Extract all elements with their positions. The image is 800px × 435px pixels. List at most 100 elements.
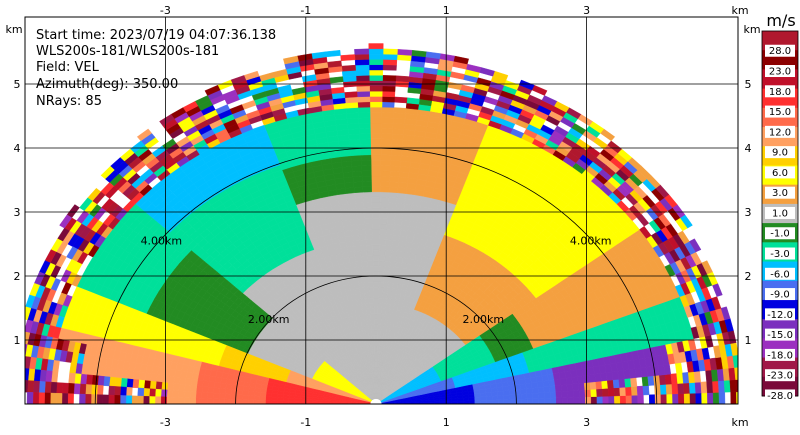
velocity-cell <box>368 43 384 49</box>
velocity-cell <box>520 388 528 395</box>
velocity-cell <box>395 75 410 83</box>
velocity-cell <box>391 133 404 141</box>
velocity-cell <box>694 381 702 394</box>
velocity-cell <box>735 379 738 393</box>
velocity-cell <box>368 59 384 65</box>
velocity-cell <box>624 377 632 388</box>
velocity-cell <box>571 376 579 385</box>
velocity-cell <box>542 380 550 388</box>
velocity-cell <box>601 380 609 389</box>
velocity-cell <box>373 287 379 293</box>
velocity-cell <box>618 378 626 388</box>
velocity-cell <box>360 154 372 161</box>
velocity-cell <box>372 249 380 256</box>
velocity-cell <box>550 397 557 404</box>
velocity-cell <box>689 392 697 404</box>
velocity-cell <box>449 71 465 80</box>
velocity-cell <box>538 398 545 404</box>
velocity-cell <box>386 229 394 236</box>
velocity-cell <box>393 218 403 226</box>
velocity-cell <box>619 386 627 397</box>
velocity-cell <box>520 393 528 400</box>
velocity-cell <box>372 244 380 251</box>
velocity-cell <box>350 229 360 236</box>
velocity-cell <box>379 223 388 230</box>
velocity-cell <box>526 398 534 404</box>
velocity-cell <box>380 170 391 177</box>
velocity-cell <box>693 370 702 383</box>
velocity-cell <box>376 350 380 357</box>
velocity-cell <box>330 86 345 94</box>
velocity-cell <box>566 383 574 392</box>
velocity-cell <box>350 154 362 162</box>
velocity-cell <box>363 207 373 214</box>
velocity-cell <box>671 383 679 395</box>
velocity-cell <box>345 101 359 109</box>
velocity-cell <box>502 390 510 396</box>
velocity-cell <box>385 239 393 246</box>
velocity-cell <box>396 251 405 258</box>
velocity-cell <box>381 96 395 103</box>
velocity-cell <box>380 324 385 331</box>
velocity-cell <box>590 388 598 397</box>
velocity-cell <box>712 392 720 404</box>
velocity-cell <box>372 234 380 240</box>
velocity-cell <box>380 165 391 172</box>
velocity-cell <box>380 149 392 156</box>
velocity-cell <box>357 96 371 103</box>
velocity-cell <box>390 149 403 157</box>
velocity-cell <box>348 213 358 221</box>
velocity-cell <box>585 396 592 404</box>
velocity-cell <box>590 396 598 404</box>
velocity-cell <box>365 239 374 246</box>
velocity-cell <box>374 329 378 336</box>
velocity-cell <box>384 260 391 267</box>
velocity-cell <box>386 292 393 300</box>
velocity-cell <box>683 382 691 394</box>
velocity-cell <box>384 313 390 321</box>
velocity-cell <box>411 49 427 58</box>
velocity-cell <box>361 266 369 273</box>
velocity-cell <box>395 261 403 269</box>
velocity-cell <box>388 277 395 284</box>
velocity-cell <box>390 255 398 263</box>
velocity-cell <box>357 277 364 284</box>
velocity-cell <box>729 379 737 393</box>
velocity-cell <box>573 396 580 404</box>
velocity-cell <box>373 303 379 309</box>
velocity-cell <box>354 53 370 61</box>
velocity-cell <box>382 80 396 87</box>
velocity-cell <box>625 386 633 396</box>
velocity-cell <box>355 261 363 268</box>
velocity-cell <box>531 387 539 394</box>
velocity-cell <box>526 387 533 395</box>
velocity-cell <box>378 239 387 246</box>
velocity-cell <box>357 106 371 114</box>
velocity-cell <box>491 395 499 401</box>
velocity-cell <box>480 396 487 401</box>
velocity-cell <box>712 380 720 393</box>
velocity-cell <box>483 96 499 106</box>
velocity-cell <box>384 250 392 257</box>
velocity-cell <box>544 397 551 404</box>
velocity-cell <box>367 265 374 272</box>
velocity-cell <box>391 139 404 146</box>
velocity-cell <box>567 390 574 398</box>
velocity-cell <box>353 186 364 194</box>
velocity-cell <box>578 382 586 391</box>
velocity-cell <box>380 186 390 193</box>
velocity-cell <box>373 297 379 304</box>
velocity-cell <box>347 128 360 135</box>
velocity-cell <box>376 345 380 352</box>
velocity-cell <box>479 67 495 77</box>
velocity-cell <box>358 128 371 135</box>
velocity-cell <box>372 239 380 246</box>
velocity-cell <box>583 382 591 391</box>
velocity-cell <box>368 48 384 55</box>
velocity-cell <box>366 244 374 251</box>
velocity-cell <box>372 260 380 267</box>
velocity-cell <box>352 170 363 178</box>
velocity-cell <box>607 387 615 397</box>
velocity-cell <box>385 234 394 241</box>
velocity-cell <box>356 90 371 98</box>
